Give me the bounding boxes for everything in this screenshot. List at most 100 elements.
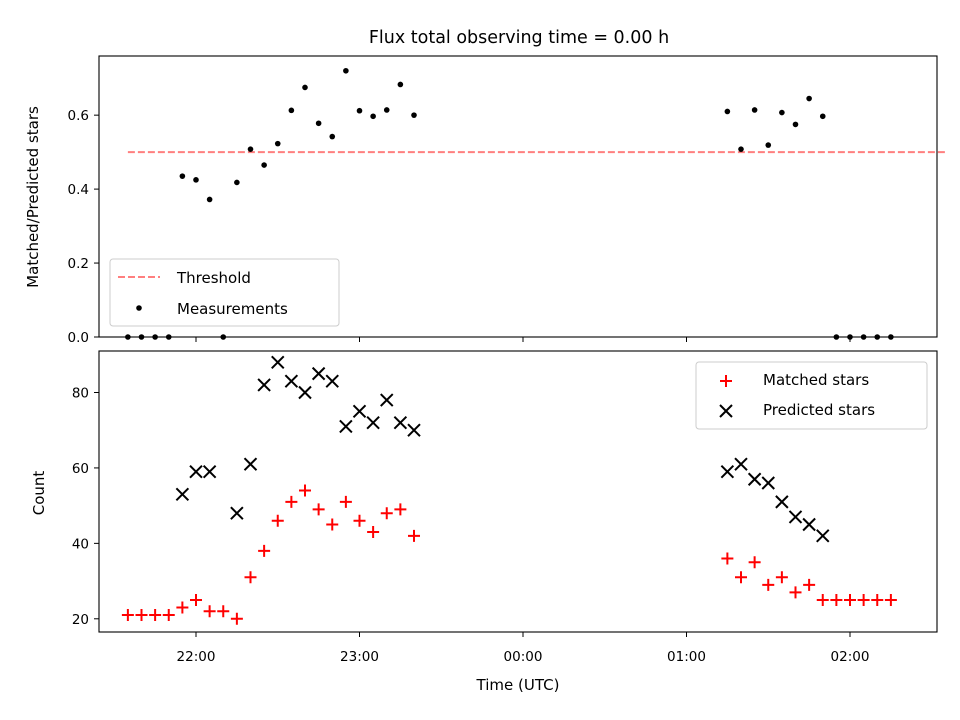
matched-point-11 [271,514,284,527]
predicted-point-0 [175,487,190,502]
measurement-point-7 [220,334,227,340]
measurement-point-12 [288,107,295,114]
predicted-point-6 [271,355,285,370]
measurement-point-9 [247,146,254,152]
matched-point-21 [408,529,420,542]
predicted-point-3 [230,506,244,520]
predicted-point-15 [393,415,408,430]
measurement-point-24 [751,107,758,113]
matched-point-1 [135,609,148,622]
measurement-point-11 [274,140,281,147]
matched-point-34 [884,593,897,606]
matched-point-28 [803,578,816,591]
ratio-y-tick-label-3: 0.6 [68,108,89,124]
ratio-legend: Threshold Measurements [109,258,340,327]
predicted-point-4 [243,457,258,471]
x-tick-label-0: 22:00 [177,649,216,665]
predicted-point-2 [202,464,217,479]
matched-point-12 [285,495,298,508]
matched-point-6 [203,605,216,618]
x-tick-label-3: 01:00 [667,649,706,665]
predicted-point-11 [339,419,353,434]
matched-point-26 [775,571,788,584]
measurement-point-20 [397,81,404,88]
predicted-point-20 [761,476,775,490]
matched-point-25 [762,578,775,591]
predicted-point-17 [720,464,735,479]
matched-legend-swatch [720,375,732,387]
count-y-tick-label-2: 60 [72,461,89,477]
predicted-point-18 [734,457,748,471]
count-panel-frame [98,350,938,633]
count-y-tick-label-1: 40 [72,536,89,552]
matched-point-33 [871,593,884,606]
matched-point-31 [844,593,856,606]
measurement-point-17 [356,107,363,114]
predicted-point-24 [816,529,830,543]
matched-point-20 [394,503,407,516]
measurement-point-8 [234,179,240,186]
measurement-point-0 [125,334,131,340]
matched-point-15 [326,518,339,531]
matched-point-13 [299,484,311,497]
matched-point-4 [176,601,189,614]
predicted-point-22 [788,510,803,524]
measurements-legend-swatch [136,305,142,311]
chart-title: Flux total observing time = 0.00 h [369,28,669,48]
matched-point-17 [353,514,366,527]
matched-point-22 [721,552,734,565]
measurement-point-14 [315,120,322,127]
count-y-tick-label-0: 20 [72,612,89,628]
matched-point-0 [121,609,134,622]
predicted-legend-label: Predicted stars [763,401,875,419]
count-legend-box [695,361,928,430]
ratio-panel: Matched/Predicted stars 0.0 0.2 0.4 0.6 Thr… [24,55,946,346]
matched-point-19 [380,507,393,520]
matched-point-3 [162,609,175,622]
measurement-point-33 [874,334,881,340]
predicted-point-21 [775,495,789,509]
measurement-point-26 [779,109,785,116]
ratio-y-axis-label: Matched/Predicted stars [24,106,42,288]
x-tick-label-2: 00:00 [504,649,543,665]
matched-point-18 [367,526,380,539]
predicted-point-1 [189,464,203,479]
measurement-point-31 [847,334,853,340]
ratio-y-tick-label-1: 0.2 [68,256,89,272]
matched-point-14 [312,503,325,516]
ratio-y-tick-label-0: 0.0 [68,330,89,346]
measurement-point-1 [138,334,145,340]
predicted-point-13 [366,415,380,430]
count-legend: Matched stars Predicted stars [695,361,928,430]
measurement-point-34 [888,334,894,340]
measurement-point-15 [329,133,336,140]
matched-point-32 [857,593,870,606]
count-y-tick-label-3: 80 [72,385,89,401]
predicted-point-23 [802,517,816,532]
measurement-point-16 [343,67,349,74]
matched-point-30 [830,593,843,606]
measurement-point-21 [411,112,417,118]
measurement-point-32 [860,334,867,340]
count-panel: Count Time (UTC) 20 40 60 80 22:00 23:00 00:00… [30,350,938,694]
threshold-legend-label: Threshold [176,269,251,287]
matched-legend-label: Matched stars [763,371,869,389]
measurement-point-28 [806,95,812,102]
measurements-legend-label: Measurements [177,300,288,318]
measurement-point-30 [833,334,840,340]
predicted-point-16 [407,423,421,437]
predicted-point-9 [311,366,326,381]
measurement-point-25 [765,142,772,148]
matched-point-24 [748,556,761,569]
matched-point-23 [735,571,747,584]
matched-point-8 [230,612,243,625]
measurement-point-13 [302,84,308,91]
measurement-point-5 [193,177,199,183]
measurement-point-10 [261,162,267,168]
matched-point-7 [217,605,230,618]
measurement-point-2 [152,334,158,340]
measurement-point-27 [792,121,799,128]
measurement-point-19 [383,107,390,113]
matched-point-9 [244,571,257,584]
